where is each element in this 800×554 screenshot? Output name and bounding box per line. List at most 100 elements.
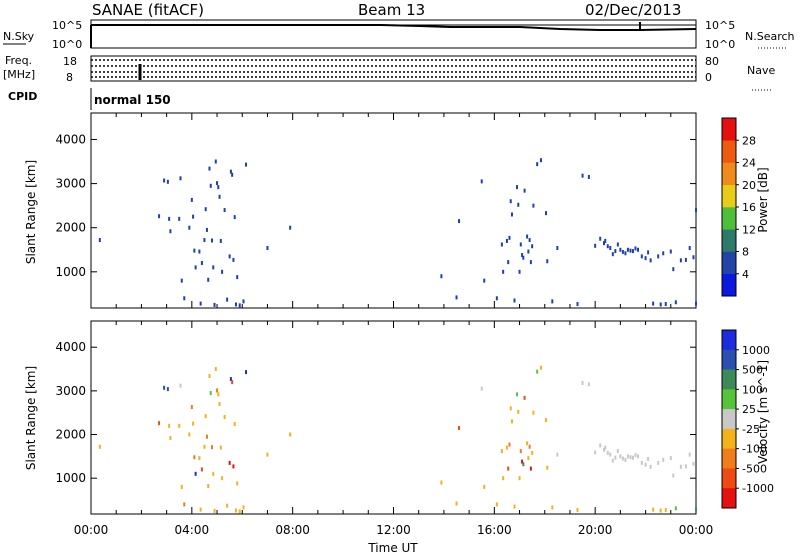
velocity-point [211, 445, 213, 450]
velocity-point [527, 456, 530, 461]
power-point [510, 212, 513, 217]
power-point [233, 215, 236, 220]
velocity-colorbar-segment [722, 448, 736, 469]
velocity-colorbar-label: Velocity [m s^-1] [756, 360, 770, 464]
velocity-colorbar: 1000 500 100 25 -25 -100 -500 -1000 [721, 329, 774, 509]
velocity-point [611, 458, 614, 463]
velocity-point [500, 449, 503, 454]
power-point [505, 238, 508, 243]
power-point [606, 244, 609, 249]
power-point [209, 183, 212, 188]
power-y-tick-label: 2000 [55, 221, 86, 235]
velocity-point [551, 505, 554, 510]
power-point [672, 267, 675, 272]
velocity-point [674, 506, 677, 511]
velocity-x-ticks: 00:00 04:00 08:00 12:00 16:00 20:00 00:00 [74, 321, 713, 537]
velocity-point [576, 508, 579, 513]
velocity-point [672, 473, 675, 478]
velocity-point [526, 441, 529, 446]
velocity-point [232, 464, 235, 469]
power-point [495, 296, 498, 301]
velocity-point [194, 471, 197, 476]
power-point [513, 298, 516, 303]
power-points [98, 158, 697, 308]
power-point [518, 269, 521, 274]
power-point [526, 234, 529, 239]
velocity-point [669, 456, 672, 461]
velocity-point [204, 414, 207, 419]
velocity-y-tick-label: 2000 [55, 428, 86, 442]
cpid-value: normal 150 [94, 93, 171, 107]
velocity-point [604, 445, 607, 450]
velocity-x-tick-label: 00:00 [74, 523, 109, 537]
velocity-point [536, 369, 539, 374]
velocity-point [213, 508, 216, 513]
power-point [192, 214, 195, 219]
velocity-point [190, 405, 193, 410]
power-point [166, 179, 169, 184]
velocity-point [518, 476, 521, 481]
velocity-point [207, 484, 210, 489]
velocity-point [495, 502, 498, 507]
power-point [662, 251, 665, 256]
power-colorbar-tick-label: 20 [742, 179, 756, 192]
power-point [213, 302, 216, 307]
power-point [183, 296, 186, 301]
velocity-point [546, 465, 549, 470]
power-point [223, 208, 226, 213]
power-point [234, 302, 237, 307]
power-point [626, 247, 629, 252]
power-point [531, 244, 534, 249]
power-point [218, 194, 221, 199]
power-point [614, 249, 617, 254]
velocity-point [480, 386, 483, 391]
freq-tick-bottom: 8 [66, 71, 73, 84]
velocity-point [519, 449, 522, 454]
velocity-point [218, 401, 221, 406]
power-point [545, 211, 548, 216]
power-colorbar-segment [722, 229, 736, 252]
power-y-tick-label: 1000 [55, 265, 86, 279]
velocity-x-tick-label: 08:00 [275, 523, 310, 537]
noise-search-trace [91, 24, 697, 31]
power-point [194, 265, 197, 270]
velocity-colorbar-segment [722, 349, 736, 370]
velocity-point [695, 507, 697, 512]
power-point [539, 158, 542, 163]
velocity-point [587, 382, 590, 387]
velocity-point [505, 445, 508, 450]
power-point [231, 172, 234, 177]
nave-label: Nave [747, 64, 775, 77]
velocity-point [228, 460, 231, 465]
power-point [599, 236, 602, 241]
velocity-point [516, 392, 519, 397]
velocity-point [226, 503, 229, 508]
velocity-point [163, 385, 166, 390]
velocity-x-tick-label: 04:00 [175, 523, 210, 537]
velocity-point [455, 501, 458, 506]
velocity-point [507, 466, 510, 471]
velocity-point [168, 423, 171, 428]
velocity-colorbar-tick-label: -500 [742, 462, 767, 475]
power-colorbar-segment [722, 207, 736, 230]
velocity-point [688, 452, 691, 457]
power-point [236, 275, 239, 280]
velocity-point [180, 484, 183, 489]
power-point [644, 256, 647, 261]
velocity-panel: 1000 2000 3000 4000 00:00 04:00 08:00 12:00 16:… [55, 320, 713, 537]
freq-label-line2: [MHz] [3, 68, 35, 81]
power-point [180, 278, 183, 283]
velocity-y-axis-label: Slant Range [km] [24, 366, 38, 470]
velocity-point [659, 508, 662, 513]
velocity-point [637, 454, 640, 459]
x-axis-label: Time UT [367, 541, 418, 554]
power-point [229, 169, 232, 174]
power-point [204, 207, 207, 212]
power-point [652, 301, 655, 306]
power-point [216, 181, 219, 186]
power-point [624, 251, 627, 256]
velocity-point [523, 395, 526, 400]
power-point [509, 199, 512, 204]
power-point [440, 274, 443, 279]
velocity-x-tick-label: 16:00 [477, 523, 512, 537]
